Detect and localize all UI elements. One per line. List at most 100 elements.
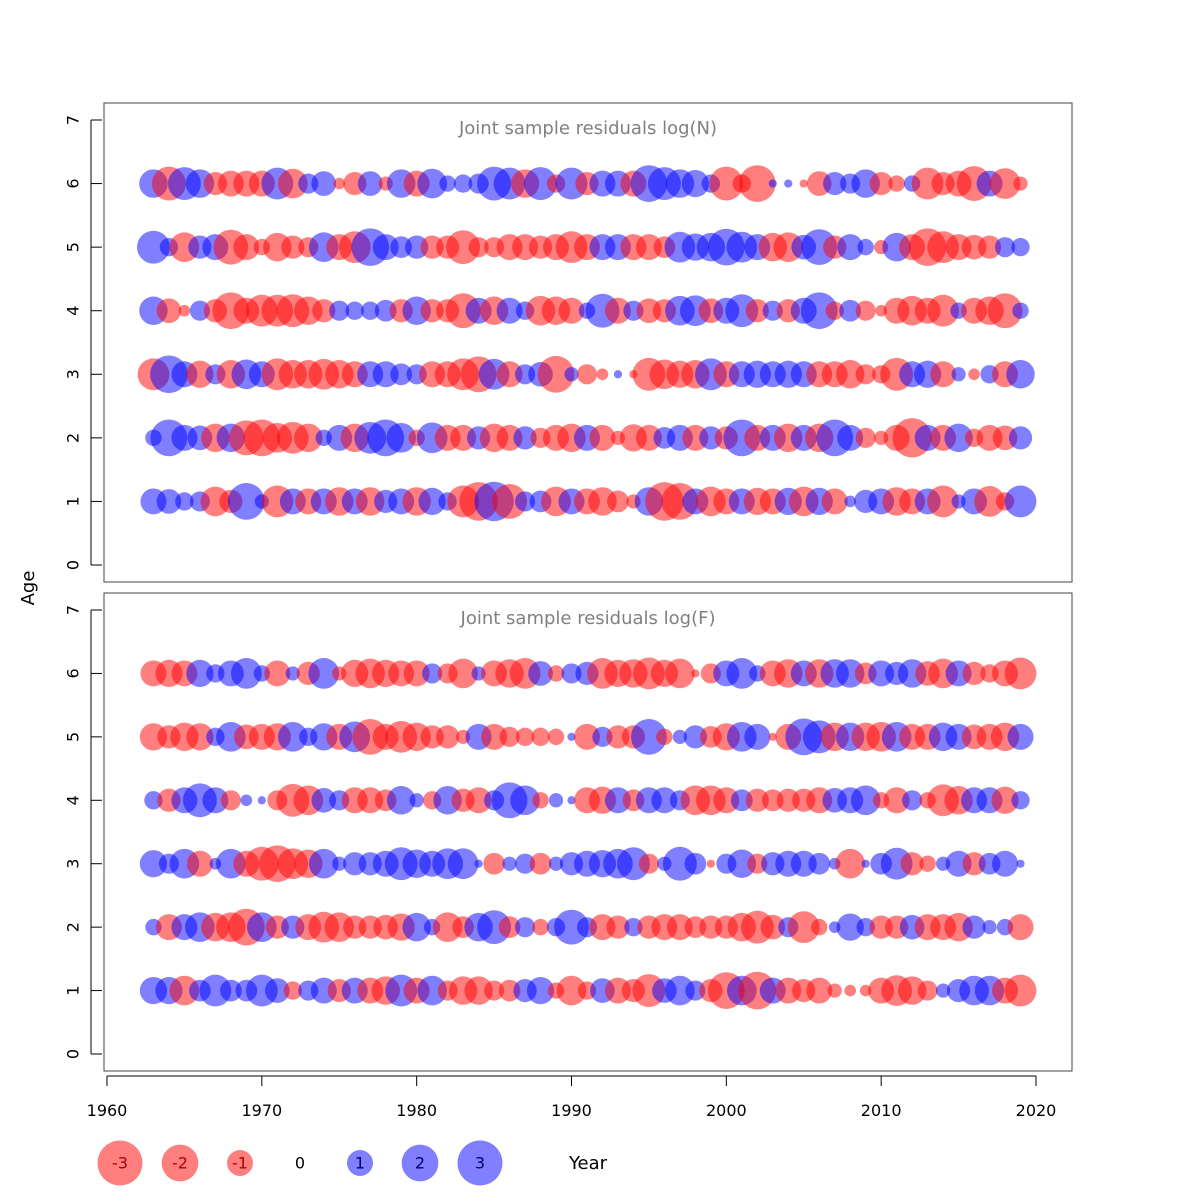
y-tick-label: 6	[64, 178, 83, 188]
bubble	[606, 915, 630, 939]
y-tick-label: 5	[64, 732, 83, 742]
bubble	[402, 912, 431, 942]
bubble	[631, 718, 667, 755]
bubble	[277, 722, 308, 752]
bubble	[409, 793, 424, 808]
bubble	[199, 974, 232, 1007]
bubble	[596, 368, 609, 381]
bubble	[811, 918, 828, 936]
bubble	[537, 355, 575, 393]
bubble	[962, 661, 986, 686]
legend-item: 1	[347, 1150, 373, 1176]
bubble	[883, 787, 910, 814]
bubble	[528, 661, 553, 686]
bubble	[311, 171, 337, 196]
bubble	[617, 847, 650, 881]
bubble	[240, 794, 253, 807]
bubble	[554, 909, 589, 945]
y-axis: 0 1 2 3 4 5 6 7	[64, 115, 102, 570]
bubble	[169, 975, 200, 1006]
y-tick-label: 6	[64, 668, 83, 678]
x-tick-label: 1960	[87, 1101, 128, 1120]
bubble	[474, 859, 483, 868]
bubble	[902, 790, 923, 811]
bubble	[499, 726, 520, 747]
bubble	[768, 732, 777, 741]
legend-item: -1	[227, 1150, 253, 1176]
bubble	[1013, 176, 1028, 191]
x-tick-label: 1970	[241, 1101, 282, 1120]
bubble	[857, 238, 874, 256]
y-tick-label: 2	[64, 922, 83, 932]
bubble	[139, 850, 168, 878]
bubble	[498, 916, 521, 939]
bubble	[308, 658, 340, 689]
bubble	[283, 981, 302, 1000]
legend-bubble	[97, 1140, 143, 1186]
bubble	[422, 663, 443, 684]
bubble	[974, 486, 1005, 517]
bubble	[502, 856, 517, 871]
bubble	[651, 787, 678, 814]
bubble	[137, 230, 170, 264]
bubble	[613, 370, 623, 379]
bubble	[496, 297, 523, 324]
bubble	[510, 785, 540, 816]
bubble	[333, 177, 346, 190]
legend-label: -1	[232, 1154, 248, 1173]
size-legend: -3 -2 -1 0 1 2 3	[97, 1140, 503, 1186]
bubble	[861, 859, 870, 868]
bubble	[312, 299, 336, 323]
bubble	[567, 732, 576, 741]
bubble	[962, 852, 986, 876]
legend-bubble	[401, 1144, 439, 1182]
bubble	[468, 237, 489, 258]
bubble	[264, 978, 290, 1003]
bubble	[745, 299, 769, 323]
bubble	[514, 491, 536, 512]
bubble	[465, 787, 492, 814]
bubble	[790, 850, 817, 877]
bubble	[446, 230, 481, 265]
y-tick-label: 4	[64, 306, 83, 316]
bubble	[447, 848, 479, 880]
bubble	[372, 234, 399, 261]
bubble	[514, 853, 536, 874]
bubble	[855, 300, 876, 321]
bubble	[821, 488, 848, 515]
y-axis-label: Age	[18, 571, 39, 606]
y-tick-label: 3	[64, 859, 83, 869]
bubble	[1016, 859, 1025, 868]
panel-title: Joint sample residuals log(N)	[458, 118, 717, 139]
bubble	[837, 234, 864, 261]
bubble	[547, 728, 565, 746]
bubble	[991, 786, 1019, 814]
bubble	[855, 364, 876, 385]
bubble	[484, 980, 505, 1001]
bubble	[386, 786, 416, 815]
bubbles	[137, 165, 1037, 522]
bubble	[186, 723, 214, 751]
bubble	[361, 301, 380, 320]
bubble	[844, 984, 857, 997]
bubble	[994, 237, 1016, 258]
panel-title: Joint sample residuals log(F)	[460, 608, 716, 629]
bubble	[992, 850, 1019, 877]
bubble	[917, 980, 938, 1001]
bubble	[760, 914, 786, 940]
bubble	[962, 915, 986, 939]
bubble	[800, 292, 838, 330]
bubble	[1004, 485, 1037, 518]
bubble	[417, 168, 447, 199]
panel-frame	[103, 102, 1073, 583]
bubble	[944, 423, 973, 453]
legend-item: -2	[161, 1144, 199, 1182]
bubble	[1012, 302, 1029, 319]
legend-bubble	[227, 1150, 253, 1176]
bubble	[604, 787, 631, 814]
bubbles	[139, 657, 1037, 1010]
bubble	[357, 171, 383, 196]
y-tick-label: 0	[64, 1049, 83, 1059]
bubble	[219, 979, 242, 1002]
